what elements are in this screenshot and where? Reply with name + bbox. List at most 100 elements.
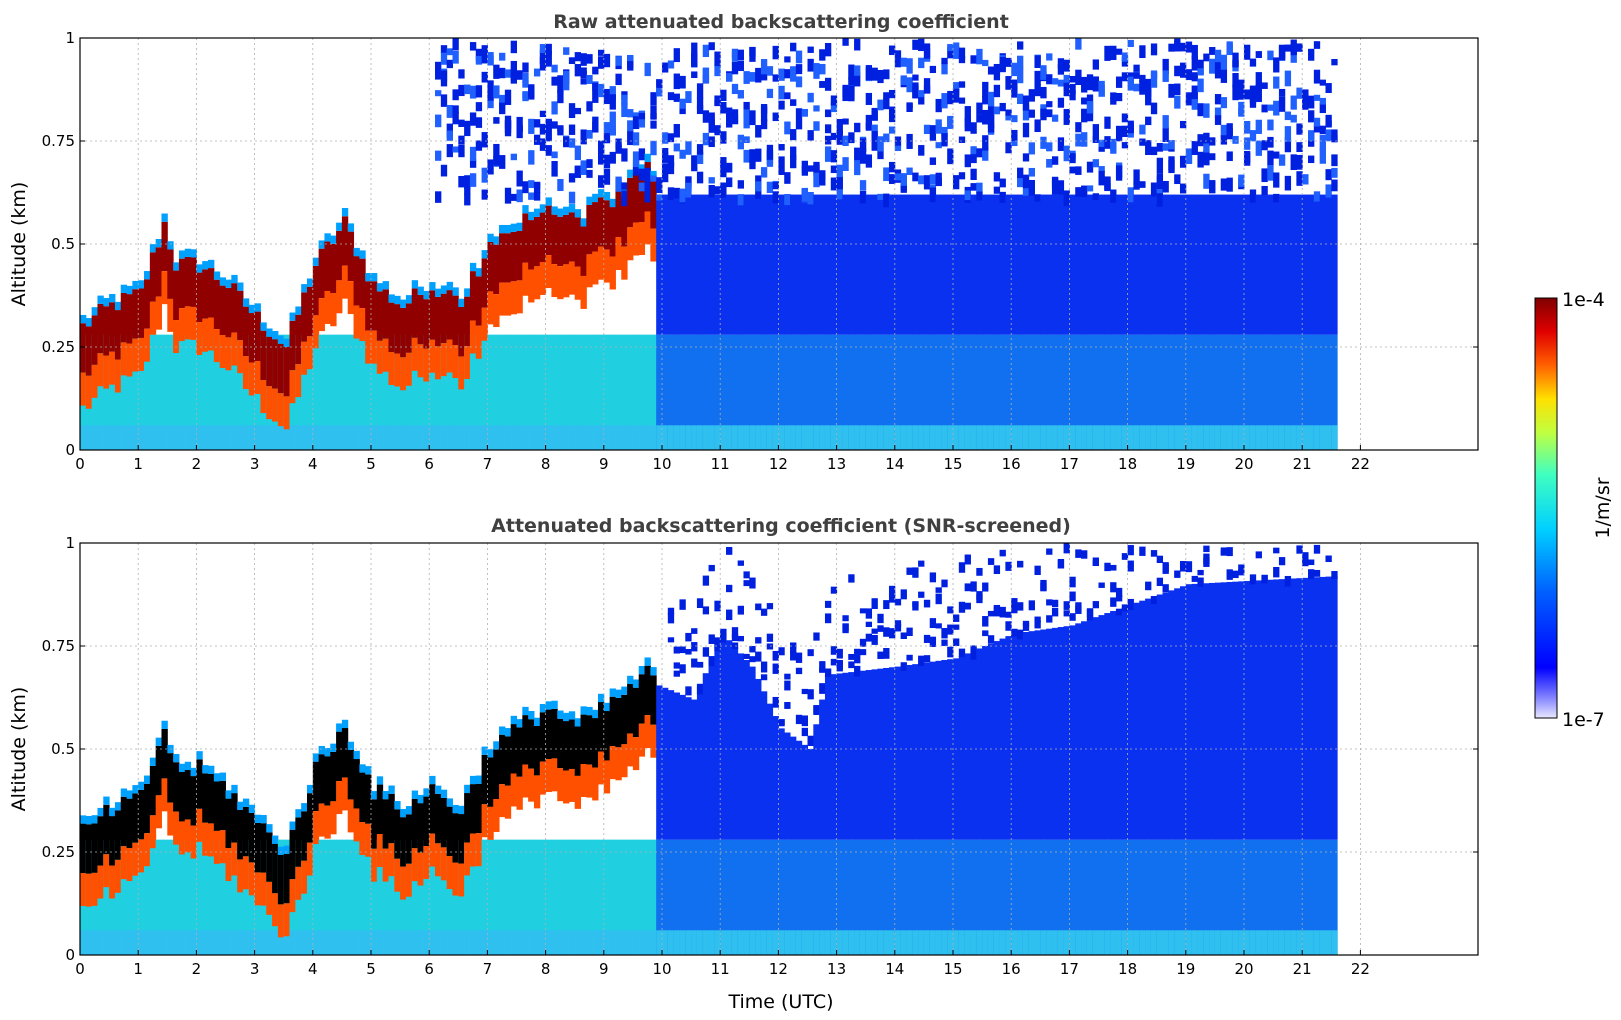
heat-cell <box>1179 120 1187 129</box>
heat-cell <box>1133 194 1140 335</box>
heat-cell <box>1011 62 1018 77</box>
heat-cell <box>382 848 389 882</box>
heat-cell <box>114 802 122 811</box>
heat-cell <box>702 334 710 450</box>
heat-cell <box>1220 135 1228 145</box>
heat-cell <box>1046 194 1053 335</box>
heat-cell <box>306 930 314 955</box>
heat-cell <box>766 839 774 955</box>
heat-cell <box>1075 133 1082 147</box>
heat-cell <box>1313 577 1321 840</box>
heat-cell <box>237 801 244 810</box>
heat-cell <box>696 151 704 164</box>
heat-cell <box>481 258 488 308</box>
heat-cell <box>481 804 488 838</box>
heat-cell <box>795 425 803 450</box>
heat-cell <box>190 839 197 955</box>
heat-cell <box>91 872 98 906</box>
heat-cell <box>685 686 692 696</box>
heat-cell <box>1133 425 1140 450</box>
heat-cell <box>667 839 675 955</box>
heat-cell <box>830 194 838 335</box>
heat-cell <box>708 184 715 198</box>
heat-cell <box>807 749 814 840</box>
heat-cell <box>306 336 314 370</box>
heat-cell <box>516 719 523 728</box>
heat-cell <box>103 854 110 888</box>
heat-cell <box>1174 174 1181 185</box>
heat-cell <box>213 830 221 864</box>
heat-cell <box>405 334 413 450</box>
heat-cell <box>842 930 849 955</box>
x-tick-label: 4 <box>308 960 318 978</box>
heat-cell <box>592 709 599 719</box>
heat-cell <box>1017 839 1024 955</box>
heat-cell <box>597 49 605 56</box>
heat-cell <box>807 334 814 450</box>
heat-cell <box>557 768 564 802</box>
heat-cell <box>760 334 768 450</box>
heat-cell <box>976 591 983 600</box>
heat-cell <box>935 425 942 450</box>
heat-cell <box>382 281 389 290</box>
heat-cell <box>272 835 279 844</box>
heat-cell <box>341 334 349 450</box>
heat-cell <box>510 839 517 955</box>
heat-cell <box>621 148 628 162</box>
heat-cell <box>1308 48 1315 61</box>
heat-cell <box>894 425 902 450</box>
heat-cell <box>97 930 104 955</box>
heat-cell <box>586 129 593 139</box>
heat-cell <box>196 334 203 450</box>
heat-cell <box>580 53 587 66</box>
heat-cell <box>417 344 424 378</box>
heat-cell <box>708 839 715 955</box>
heat-cell <box>1121 56 1129 67</box>
heat-cell <box>557 334 564 450</box>
heat-cell <box>1273 547 1280 554</box>
heat-cell <box>1203 553 1210 565</box>
heat-cell <box>830 425 838 450</box>
heat-cell <box>458 863 465 897</box>
heat-cell <box>301 334 308 450</box>
heat-cell <box>1133 930 1140 955</box>
heat-cell <box>1220 68 1228 83</box>
heat-cell <box>528 118 535 134</box>
heat-cell <box>1150 839 1158 955</box>
heat-cell <box>644 167 651 181</box>
heat-cell <box>801 744 808 840</box>
heat-cell <box>656 194 663 335</box>
heat-cell <box>522 334 529 450</box>
heat-cell <box>854 122 861 133</box>
heat-cell <box>429 775 436 785</box>
heat-cell <box>301 341 308 375</box>
heat-cell <box>516 334 523 450</box>
heat-cell <box>824 839 832 955</box>
heat-cell <box>260 823 267 873</box>
heat-cell <box>894 598 902 606</box>
heat-cell <box>627 733 634 767</box>
heat-cell <box>1156 930 1164 955</box>
heat-cell <box>859 153 867 160</box>
heat-cell <box>132 289 139 339</box>
heat-cell <box>795 839 803 955</box>
heat-cell <box>760 608 768 616</box>
heat-cell <box>533 216 541 267</box>
heat-cell <box>452 425 459 450</box>
heat-cell <box>435 150 442 161</box>
heat-cell <box>650 724 657 758</box>
x-tick-label: 18 <box>1118 960 1137 978</box>
heat-cell <box>557 82 564 93</box>
heat-cell <box>469 112 477 126</box>
heat-cell <box>481 839 488 955</box>
heat-cell <box>778 930 785 955</box>
heat-cell <box>766 425 774 450</box>
heat-cell <box>958 47 966 60</box>
heat-cell <box>1249 930 1257 955</box>
heat-cell <box>1156 143 1164 152</box>
heat-cell <box>388 839 395 955</box>
heat-cell <box>475 85 483 98</box>
heat-cell <box>1313 425 1321 450</box>
heat-cell <box>1331 576 1338 840</box>
heat-cell <box>394 425 401 450</box>
